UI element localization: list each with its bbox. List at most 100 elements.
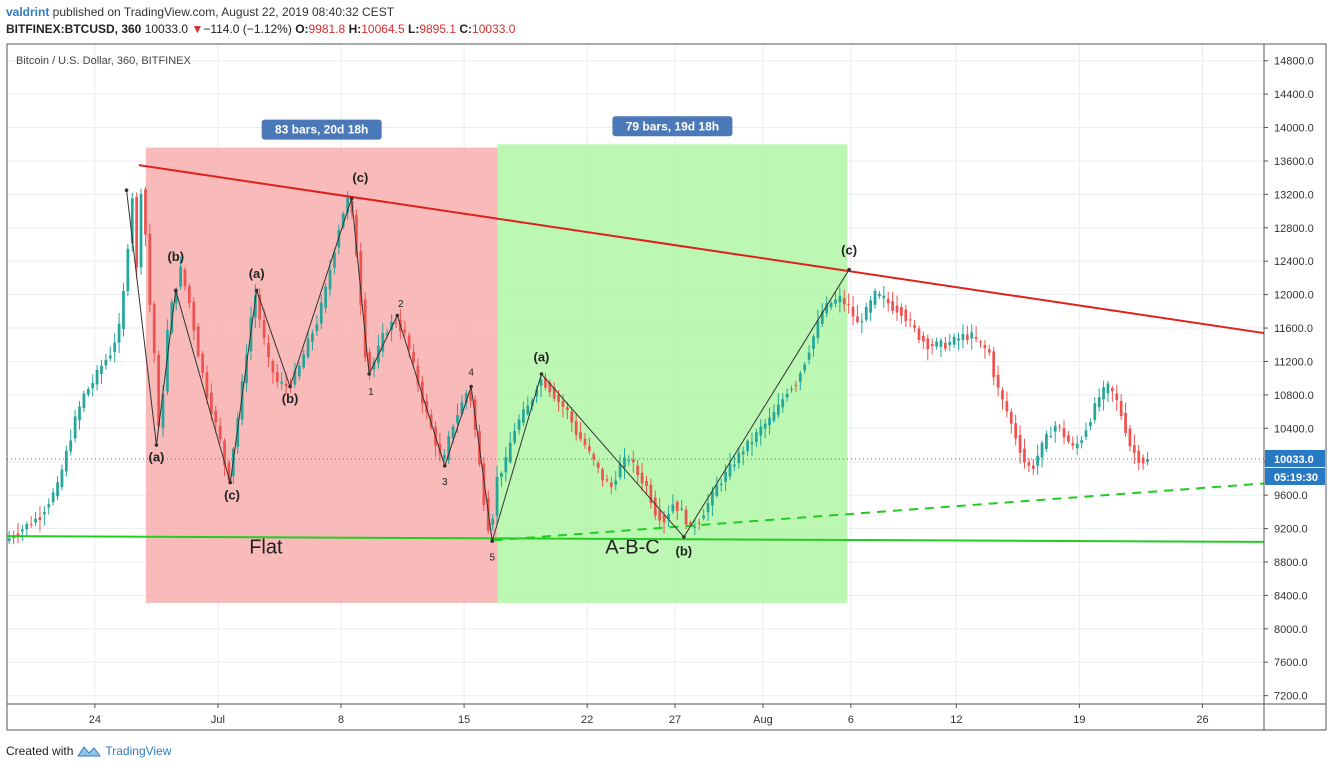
candle-body bbox=[51, 492, 55, 503]
candle-body bbox=[614, 480, 618, 485]
candle-body bbox=[825, 303, 829, 314]
candle-body bbox=[144, 189, 147, 235]
candle-body bbox=[926, 338, 930, 350]
candle-body bbox=[724, 471, 727, 482]
wave-pivot-dot bbox=[367, 372, 371, 376]
candle-body bbox=[179, 266, 182, 287]
candle-body bbox=[1009, 411, 1013, 424]
candle-body bbox=[372, 361, 376, 370]
candle-body bbox=[1067, 435, 1070, 442]
candle-body bbox=[214, 410, 218, 423]
candle-body bbox=[1124, 412, 1127, 433]
candle-body bbox=[961, 334, 965, 340]
candle-body bbox=[856, 316, 859, 323]
tradingview-brand[interactable]: TradingView bbox=[105, 744, 172, 758]
wave-label: (b) bbox=[676, 543, 693, 558]
wave-label: (c) bbox=[352, 170, 368, 185]
candle-body bbox=[1045, 434, 1048, 449]
candle-body bbox=[535, 389, 538, 397]
tradingview-logo-icon bbox=[77, 746, 102, 757]
candle-body bbox=[341, 213, 345, 228]
candle-body bbox=[82, 393, 86, 409]
candle-body bbox=[662, 514, 666, 523]
candle-body bbox=[900, 307, 903, 316]
candle-body bbox=[957, 338, 960, 341]
candle-body bbox=[1084, 430, 1088, 437]
candle-body bbox=[561, 400, 565, 407]
candle-body bbox=[1018, 434, 1022, 453]
high-label: H: bbox=[348, 22, 362, 36]
open-label: O: bbox=[295, 22, 309, 36]
time-tick-label: 27 bbox=[669, 714, 681, 726]
time-tick-label: 12 bbox=[950, 714, 962, 726]
candle-body bbox=[605, 479, 609, 481]
candle-body bbox=[1119, 400, 1123, 417]
candle-body bbox=[601, 469, 604, 481]
candle-body bbox=[1040, 442, 1044, 458]
candle-body bbox=[1097, 397, 1101, 408]
candle-body bbox=[803, 364, 807, 371]
wave-label: (c) bbox=[841, 243, 857, 258]
candle-body bbox=[170, 302, 174, 333]
candle-body bbox=[807, 352, 811, 360]
candle-body bbox=[930, 344, 934, 347]
wave-label: 1 bbox=[368, 387, 374, 398]
price-tick-label: 12000.0 bbox=[1274, 290, 1314, 302]
wave-pivot-dot bbox=[154, 443, 159, 447]
candle-body bbox=[895, 305, 899, 313]
candle-body bbox=[64, 450, 68, 472]
candle-body bbox=[544, 377, 547, 388]
candle-body bbox=[653, 497, 657, 516]
candle-body bbox=[100, 365, 103, 374]
candle-body bbox=[631, 459, 635, 463]
price-tick-label: 14000.0 bbox=[1274, 123, 1314, 135]
price-tick-label: 14400.0 bbox=[1274, 89, 1314, 101]
zone-badge-abc bbox=[612, 116, 733, 137]
candle-body bbox=[91, 383, 95, 389]
candle-body bbox=[737, 452, 741, 464]
trendlines bbox=[6, 164, 1265, 543]
candle-body bbox=[425, 400, 429, 413]
wave-pivot-dot bbox=[124, 188, 129, 193]
low-value: 9895.1 bbox=[419, 22, 457, 36]
price-axis[interactable]: 7200.0 7600.0 8000.0 8400.0 8800.0 9200.0 9600… bbox=[1264, 56, 1325, 703]
candle-body bbox=[1115, 393, 1119, 401]
time-axis[interactable]: 24 Jul 8 15 22 27 Aug 6 12 19 26 bbox=[89, 704, 1209, 726]
candle-body bbox=[451, 426, 455, 439]
candle-body bbox=[1146, 458, 1149, 462]
price-tick-label: 9600.0 bbox=[1274, 490, 1308, 502]
candle-body bbox=[671, 504, 675, 512]
candle-body bbox=[508, 442, 512, 463]
candle-body bbox=[456, 415, 459, 424]
footer: Created with TradingView bbox=[6, 742, 171, 760]
candle-body bbox=[860, 321, 864, 323]
candle-body bbox=[636, 465, 640, 476]
candle-body bbox=[363, 299, 367, 358]
wave-pivot-dot bbox=[539, 372, 544, 376]
candle-body bbox=[697, 522, 701, 524]
wave-label: (b) bbox=[282, 391, 299, 406]
symbol-label[interactable]: BITFINEX:BTCUSD, 360 bbox=[6, 22, 142, 36]
candle-body bbox=[464, 393, 468, 404]
price-tick-label: 8400.0 bbox=[1274, 590, 1308, 602]
candle-body bbox=[346, 197, 349, 214]
candle-body bbox=[574, 420, 578, 435]
candle-body bbox=[359, 251, 363, 305]
candle-body bbox=[689, 522, 692, 525]
author-name[interactable]: valdrint bbox=[6, 5, 50, 19]
candle-body bbox=[548, 382, 552, 393]
candle-body bbox=[16, 533, 20, 536]
candle-body bbox=[174, 289, 178, 304]
price-tick-label: 12400.0 bbox=[1274, 256, 1314, 268]
candle-body bbox=[297, 365, 301, 377]
chart-header: valdrint published on TradingView.com, A… bbox=[6, 4, 1326, 38]
candle-body bbox=[280, 381, 284, 384]
candle-body bbox=[412, 351, 415, 363]
time-tick-label: 22 bbox=[581, 714, 593, 726]
candle-body bbox=[355, 215, 358, 256]
time-tick-label: 26 bbox=[1196, 714, 1208, 726]
candle-body bbox=[640, 472, 644, 484]
change-arrow-icon: ▼ bbox=[191, 22, 204, 36]
candle-body bbox=[69, 440, 73, 452]
